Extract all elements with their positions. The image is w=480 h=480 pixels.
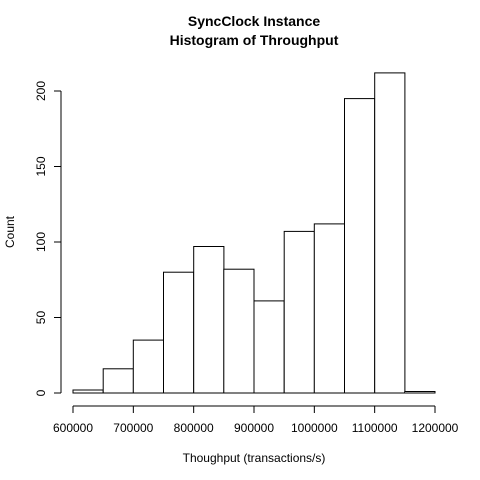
x-tick-label: 700000 xyxy=(113,421,153,435)
histogram-bar xyxy=(313,223,345,394)
histogram-bar xyxy=(283,230,315,394)
chart-title: SyncClock Instance xyxy=(188,13,320,29)
histogram-bar xyxy=(344,98,376,394)
y-tick-label: 0 xyxy=(34,389,48,396)
x-tick-label: 1100000 xyxy=(352,421,398,435)
histogram-bar xyxy=(163,271,195,394)
x-tick-label: 1200000 xyxy=(412,421,459,435)
x-tick-label: 900000 xyxy=(234,421,274,435)
histogram-bar xyxy=(132,339,165,394)
y-tick-label: 100 xyxy=(34,232,48,252)
histogram-bar xyxy=(404,391,436,394)
x-tick-label: 600000 xyxy=(53,421,93,435)
histogram-bar xyxy=(253,300,285,394)
y-tick-label: 150 xyxy=(34,156,48,176)
bars-group xyxy=(72,72,436,394)
y-tick-label: 50 xyxy=(34,311,48,325)
y-tick-label: 200 xyxy=(34,81,48,101)
histogram-bar xyxy=(102,368,134,394)
y-axis-label: Count xyxy=(3,215,17,248)
y-axis: 0 50 100 150 200 xyxy=(34,81,62,396)
x-tick-label: 800000 xyxy=(174,421,214,435)
histogram-bar xyxy=(223,268,255,394)
x-axis: 600000 700000 800000 900000 1000000 1100000 12… xyxy=(53,405,459,435)
histogram-bar xyxy=(374,72,406,394)
x-tick-label: 1000000 xyxy=(291,421,338,435)
x-axis-label: Thoughput (transactions/s) xyxy=(183,451,326,465)
chart-subtitle: Histogram of Throughput xyxy=(170,32,339,48)
histogram-bar xyxy=(72,389,104,394)
histogram-bar xyxy=(193,246,225,394)
